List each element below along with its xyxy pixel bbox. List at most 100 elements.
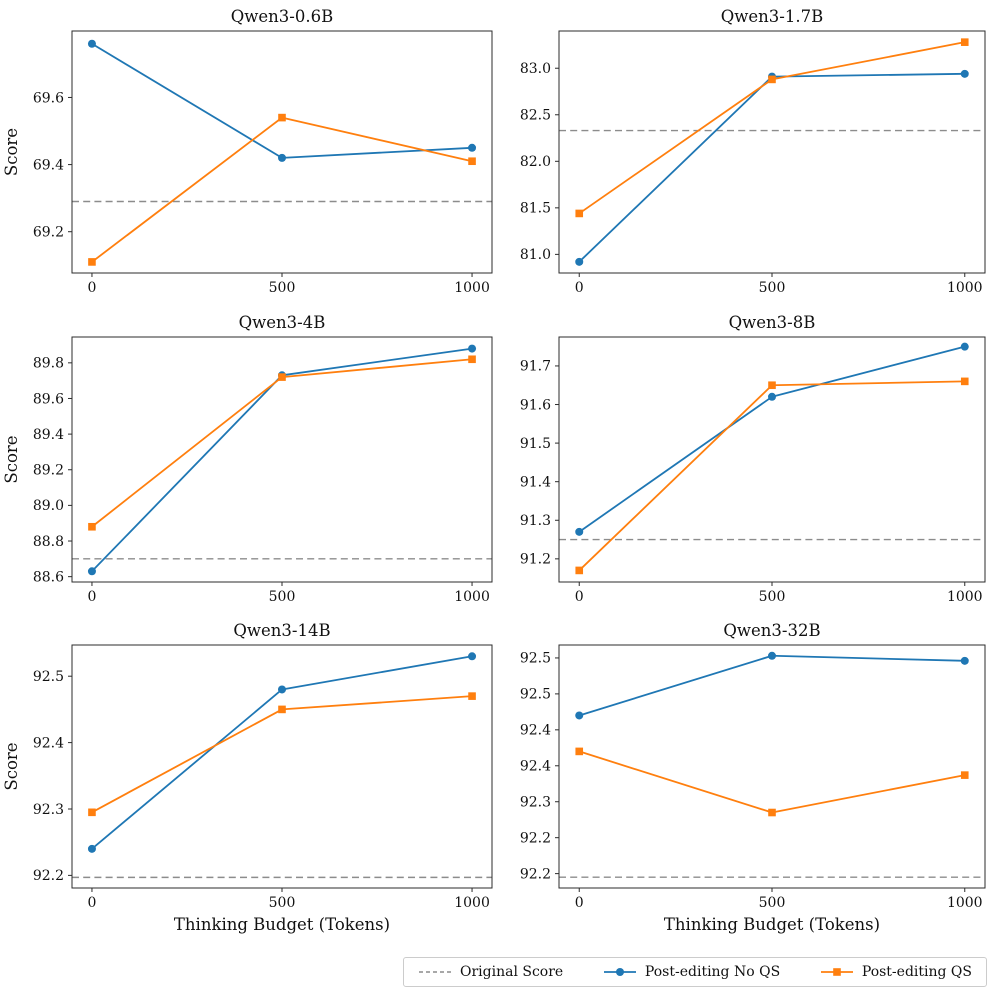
x-tick-label: 500 [269,280,296,296]
axes-frame [558,644,986,889]
no-qs-marker [87,567,96,576]
qs-marker [960,771,969,779]
y-tick-label: 92.2 [33,868,64,884]
no-qs-marker [575,527,584,536]
x-tick-label: 500 [269,589,296,605]
qs-line [578,380,966,572]
y-tick-label: 92.4 [520,759,551,775]
y-tick-label: 81.0 [520,247,551,263]
subplot-title: Qwen3-32B [723,621,820,640]
y-tick-label: 92.5 [520,651,551,667]
x-tick-label: 0 [87,280,96,296]
no-qs-line [578,72,966,263]
qs-line [91,695,473,814]
qs-marker [960,377,969,386]
no-qs-marker [575,711,584,720]
y-tick-label: 89.0 [33,498,64,514]
x-tick-label: 500 [759,280,786,296]
subplot-title: Qwen3-1.7B [721,7,823,26]
qs-line [91,358,473,528]
subplot-qwen3-1-7b: 81.0 81.5 82.0 82.5 83.0 0 500 1000 Qwen3-1.7B [520,7,986,296]
x-tick-label: 0 [87,895,96,911]
no-qs-marker [768,651,776,660]
x-axis-label: Thinking Budget (Tokens) [174,915,390,934]
y-tick-label: 69.6 [33,90,64,106]
qs-marker [768,808,776,817]
no-qs-marker [278,685,286,694]
y-tick-label: 91.5 [520,436,551,452]
no-qs-marker [575,257,584,266]
subplot-title: Qwen3-8B [729,313,816,332]
qs-marker [575,566,584,575]
x-tick-label: 500 [269,895,296,911]
dashed-line-icon [419,971,451,973]
qs-marker [960,38,969,46]
x-tick-label: 1000 [947,280,983,296]
no-qs-line [91,655,473,850]
x-tick-label: 1000 [947,895,983,911]
no-qs-marker [87,39,96,48]
qs-marker [278,113,286,122]
y-tick-label: 92.4 [33,735,64,751]
qs-marker [468,692,476,700]
circle-marker-icon [603,968,636,976]
y-tick-label: 82.5 [520,108,551,124]
y-tick-label: 89.4 [33,427,64,443]
no-qs-marker [768,392,776,401]
no-qs-line [91,347,473,573]
x-tick-label: 1000 [454,895,490,911]
y-tick-label: 69.2 [33,225,64,241]
y-tick-label: 92.5 [520,687,551,703]
qs-marker [278,373,286,381]
qs-marker [88,258,96,266]
qs-marker [88,522,96,531]
axes-frame [558,30,986,274]
y-tick-label: 83.0 [520,61,551,77]
subplot-qwen3-4b: 88.6 88.8 89.0 89.2 89.4 89.6 89.8 0 500 1000 Qwen… [2,313,493,605]
y-tick-label: 92.3 [520,795,551,811]
y-tick-label: 89.2 [33,463,64,479]
qs-marker [768,75,776,84]
subplot-qwen3-32b: 92.2 92.2 92.3 92.4 92.4 92.5 92.5 0 500 1000 Qwen… [520,621,986,934]
y-tick-label: 91.3 [520,513,551,529]
no-qs-marker [278,153,286,162]
y-tick-label: 69.4 [33,157,64,173]
y-tick-label: 91.7 [520,359,551,375]
axes-frame [558,336,986,583]
qs-marker [768,381,776,390]
legend-item-post-editing-no-qs: Post-editing No QS [603,964,780,980]
x-tick-label: 1000 [947,589,983,605]
subplot-qwen3-14b: 92.2 92.3 92.4 92.5 0 500 1000 Qwen3-14B Score Th… [2,621,493,934]
subplot-title: Qwen3-0.6B [231,7,333,26]
x-tick-label: 0 [575,895,584,911]
no-qs-marker [468,652,477,661]
y-tick-label: 92.4 [520,723,551,739]
y-tick-label: 88.8 [33,534,64,550]
y-tick-label: 92.5 [33,669,64,685]
axes-frame [71,644,493,889]
no-qs-line [578,345,966,533]
y-tick-label: 81.5 [520,201,551,217]
no-qs-marker [960,656,969,665]
subplot-qwen3-8b: 91.2 91.3 91.4 91.5 91.6 91.7 0 500 1000 Qwen3-8B [520,313,986,605]
no-qs-marker [960,342,969,351]
x-tick-label: 0 [575,280,584,296]
y-axis-label: Score [2,435,21,483]
no-qs-line [91,42,473,159]
x-tick-label: 500 [759,895,786,911]
qs-line [91,116,473,263]
subplot-qwen3-0-6b: 69.2 69.4 69.6 0 500 1000 Qwen3-0.6B Score [2,7,493,296]
no-qs-marker [468,143,477,152]
no-qs-marker [468,344,477,353]
legend-item-original-score: Original Score [418,964,563,980]
qs-line [578,41,966,215]
qs-marker [278,705,286,714]
no-qs-line [578,654,966,717]
qs-line [578,750,966,814]
y-tick-label: 92.2 [520,830,551,846]
y-tick-label: 82.0 [520,154,551,170]
figure-canvas: 69.269.469.60 500 1000Qwen3-0.6BScore81.08… [2,7,986,934]
square-marker-icon [820,968,853,976]
x-tick-label: 500 [759,589,786,605]
